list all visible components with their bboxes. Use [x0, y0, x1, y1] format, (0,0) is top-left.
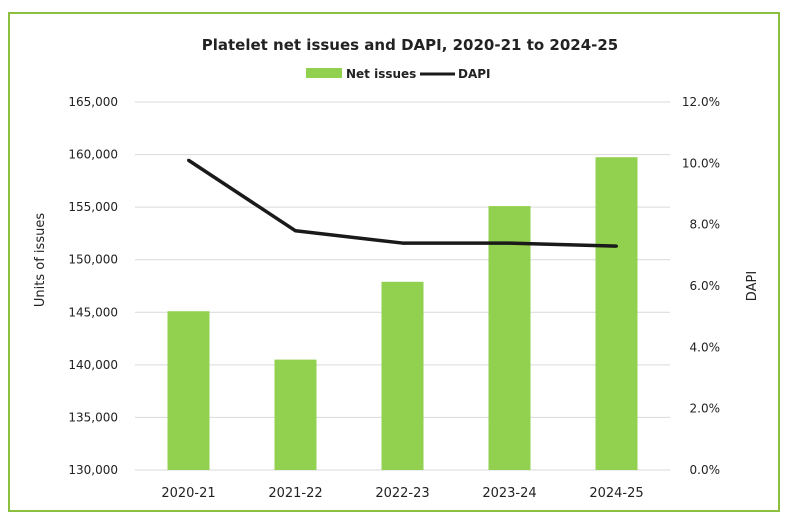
- y2-tick-label: 4.0%: [690, 340, 721, 354]
- dapi-point-2024-25: [615, 244, 618, 248]
- legend-label-dapi: DAPI: [458, 67, 491, 81]
- bar-2022-23: [381, 281, 424, 470]
- y-tick-label: 145,000: [68, 305, 118, 319]
- bar-2021-22: [274, 359, 317, 470]
- y2-tick-label: 10.0%: [682, 156, 720, 170]
- y-tick-label: 155,000: [68, 200, 118, 214]
- legend-swatch-net-issues: [306, 68, 342, 78]
- bar-2023-24: [488, 206, 531, 470]
- x-tick-label: 2020-21: [161, 486, 215, 501]
- y2-tick-label: 2.0%: [690, 402, 721, 416]
- x-tick-label: 2024-25: [589, 486, 643, 501]
- legend: Net issues DAPI: [306, 67, 491, 81]
- x-tick-label: 2021-22: [268, 486, 322, 501]
- y2-tick-label: 12.0%: [682, 95, 720, 109]
- y-tick-label: 140,000: [68, 358, 118, 372]
- y-tick-label: 160,000: [68, 148, 118, 162]
- chart-frame: [8, 12, 780, 512]
- y-axis-label: Units of issues: [33, 213, 48, 307]
- y2-tick-label: 8.0%: [690, 218, 721, 232]
- x-tick-label: 2023-24: [482, 486, 536, 501]
- legend-label-net-issues: Net issues: [346, 67, 416, 81]
- y-tick-label: 165,000: [68, 95, 118, 109]
- y-tick-label: 130,000: [68, 463, 118, 477]
- dapi-point-2022-23: [401, 241, 404, 245]
- dapi-point-2023-24: [508, 241, 511, 245]
- y-tick-label: 135,000: [68, 410, 118, 424]
- y2-tick-label: 0.0%: [690, 463, 721, 477]
- chart-title: Platelet net issues and DAPI, 2020-21 to…: [202, 36, 618, 54]
- bar-2024-25: [595, 157, 638, 470]
- bar-2020-21: [167, 311, 210, 470]
- x-tick-label: 2022-23: [375, 486, 429, 501]
- y2-axis-label: DAPI: [745, 271, 760, 301]
- y-tick-label: 150,000: [68, 253, 118, 267]
- dapi-point-2020-21: [187, 158, 190, 162]
- dapi-point-2021-22: [294, 229, 297, 233]
- y2-tick-label: 6.0%: [690, 279, 721, 293]
- dapi-line: [187, 158, 617, 248]
